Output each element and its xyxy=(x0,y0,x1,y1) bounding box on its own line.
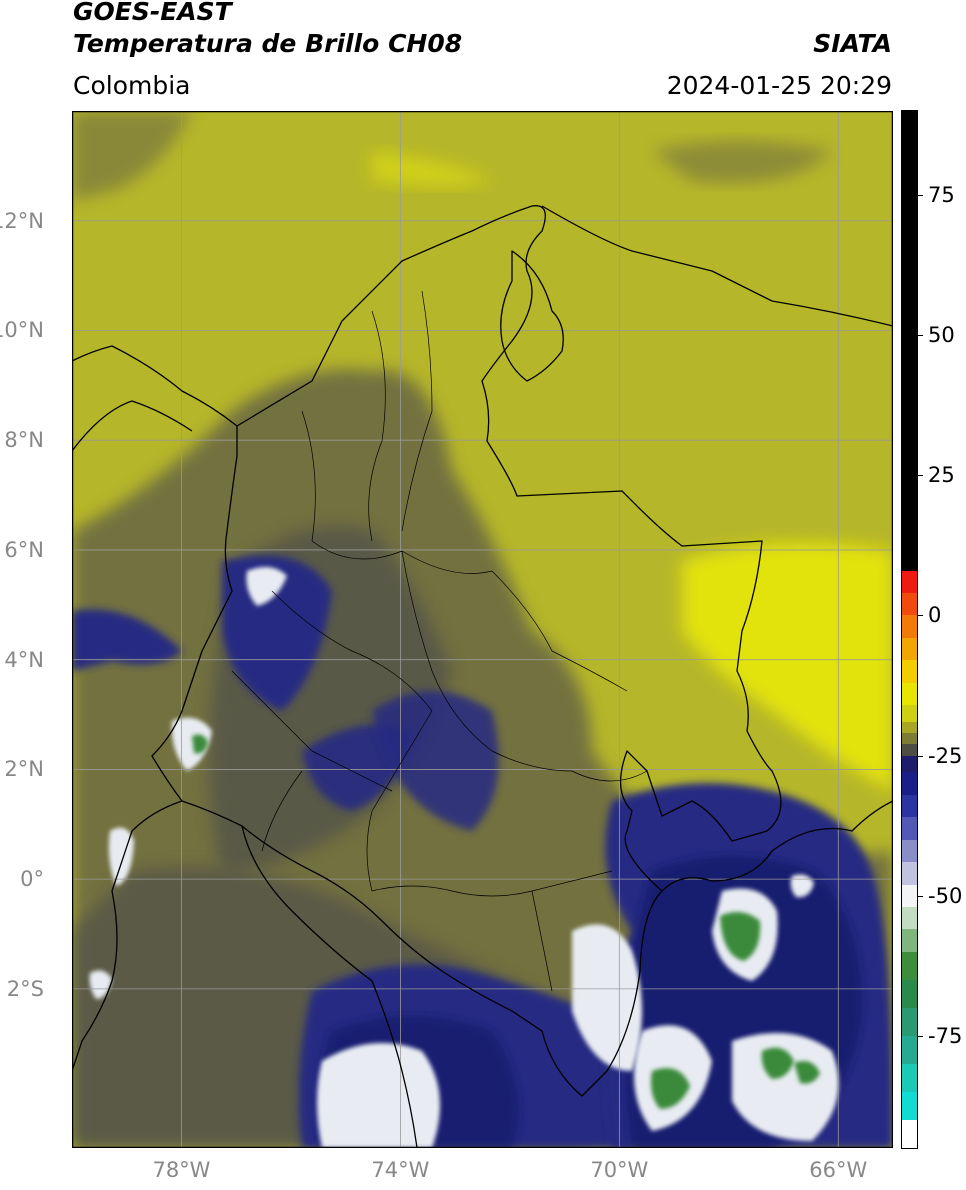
colorbar-segment xyxy=(902,884,917,908)
longitude-tick-label: 74°W xyxy=(371,1158,430,1182)
colorbar-segment xyxy=(902,755,917,773)
colorbar-tick-label: 0 xyxy=(928,603,942,628)
colorbar-segment xyxy=(902,637,917,661)
region-label: Colombia xyxy=(73,71,191,100)
latitude-tick-label: 2°N xyxy=(4,757,44,782)
venezuela-coast xyxy=(500,250,564,382)
colorbar-segment xyxy=(902,1119,917,1148)
latitude-tick-label: 6°N xyxy=(4,537,44,562)
colorbar-segment xyxy=(902,570,917,594)
map-frame xyxy=(72,111,893,1148)
brazil-border xyxy=(661,800,893,892)
colorbar-segment xyxy=(902,111,917,572)
ecuador-border xyxy=(72,800,183,1072)
colorbar-tick-label: 25 xyxy=(928,463,955,488)
latitude-tick-label: 2°S xyxy=(6,976,44,1001)
colorbar-segment xyxy=(902,744,917,757)
latitude-tick-label: 0° xyxy=(20,867,44,892)
colorbar-segment xyxy=(902,660,917,684)
colorbar-segment xyxy=(902,1063,917,1093)
longitude-tick-label: 66°W xyxy=(809,1158,868,1182)
latitude-tick-label: 10°N xyxy=(0,318,44,343)
colorbar-segment xyxy=(902,794,917,818)
colorbar-tick xyxy=(917,615,923,617)
colorbar-tick xyxy=(917,755,923,757)
organization-label: SIATA xyxy=(813,29,892,58)
colorbar-segment xyxy=(902,1035,917,1065)
colorbar-tick xyxy=(917,1035,923,1037)
colorbar-segment xyxy=(902,817,917,841)
panama-coast xyxy=(72,345,238,427)
graticule xyxy=(72,111,893,1148)
colorbar-tick xyxy=(917,195,923,197)
caribbean-coast xyxy=(541,205,893,327)
colorbar-tick-label: -75 xyxy=(928,1023,963,1048)
colorbar-tick-label: 50 xyxy=(928,323,955,348)
colorbar-segment xyxy=(902,772,917,796)
colorbar-segment xyxy=(902,615,917,639)
longitude-tick-label: 70°W xyxy=(590,1158,649,1182)
colorbar-segment xyxy=(902,705,917,723)
colorbar-tick-label: -25 xyxy=(928,743,963,768)
colorbar-segment xyxy=(902,1091,917,1121)
colorbar-segment xyxy=(902,906,917,930)
timestamp-label: 2024-01-25 20:29 xyxy=(666,71,892,100)
colorbar xyxy=(902,111,917,1148)
colorbar-segment xyxy=(902,733,917,745)
panama-coast-south xyxy=(72,400,193,452)
colorbar-tick xyxy=(917,335,923,337)
colorbar-segment xyxy=(902,979,917,1009)
map-title-line1: GOES-EAST xyxy=(73,0,232,26)
colorbar-segment xyxy=(902,929,917,953)
colorbar-segment xyxy=(902,1007,917,1037)
satellite-map[interactable] xyxy=(72,111,893,1148)
colorbar-tick xyxy=(917,895,923,897)
colorbar-segment xyxy=(902,862,917,886)
peru-border xyxy=(241,825,418,1148)
brightness-temperature-field xyxy=(72,111,893,1148)
colorbar-tick-label: 75 xyxy=(928,183,955,208)
colorbar-tick xyxy=(917,475,923,477)
colorbar-segment xyxy=(902,951,917,981)
latitude-tick-label: 4°N xyxy=(4,647,44,672)
colombia-border xyxy=(151,205,782,1097)
colorbar-segment xyxy=(902,682,917,706)
longitude-tick-label: 78°W xyxy=(152,1158,211,1182)
latitude-tick-label: 8°N xyxy=(4,428,44,453)
colorbar-segment xyxy=(902,721,917,734)
map-title-line2: Temperatura de Brillo CH08 xyxy=(73,29,463,58)
colorbar-segment xyxy=(902,839,917,863)
latitude-tick-label: 12°N xyxy=(0,208,44,233)
department-borders xyxy=(231,290,648,992)
political-borders xyxy=(72,205,893,1148)
colorbar-tick-label: -50 xyxy=(928,883,963,908)
colorbar-segment xyxy=(902,593,917,616)
